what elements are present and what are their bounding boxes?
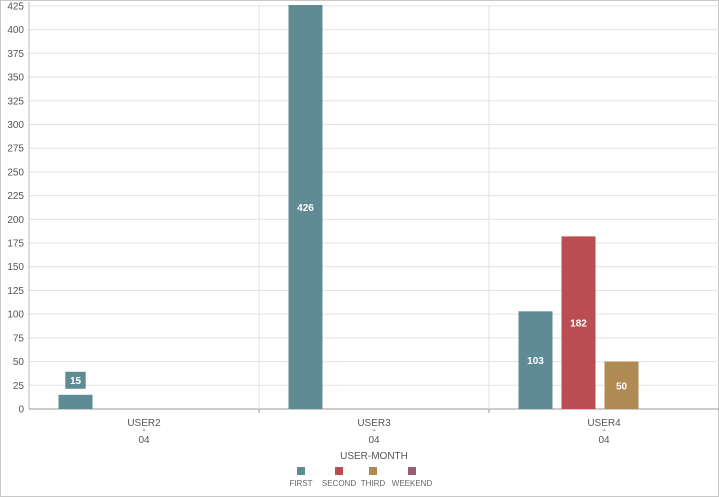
bar-first-user2[interactable] (58, 394, 93, 409)
data-labels: 15 426 103 182 50 (65, 203, 627, 392)
data-label: 15 (70, 376, 82, 387)
y-tick-label: 200 (7, 215, 24, 226)
x-category-label: USER3 (357, 418, 391, 429)
legend: FIRST SECOND THIRD WEEKEND (289, 467, 432, 488)
x-category-separator: - (142, 425, 145, 436)
y-tick-label: 50 (13, 357, 25, 368)
bar-second-user4[interactable] (561, 236, 596, 409)
y-tick-label: 225 (7, 191, 24, 202)
x-category-label: USER2 (127, 418, 161, 429)
bar-third-user4[interactable] (604, 361, 639, 409)
gridlines (28, 2, 719, 413)
legend-swatch-first[interactable] (297, 467, 305, 475)
y-tick-label: 150 (7, 262, 24, 273)
y-tick-label: 25 (13, 381, 25, 392)
y-tick-label: 425 (7, 1, 24, 12)
data-label: 426 (297, 203, 314, 214)
legend-label-second[interactable]: SECOND (322, 479, 356, 488)
bar-first-user3[interactable] (288, 5, 323, 409)
y-axis-ticks: 0 25 50 75 100 125 150 175 200 225 250 275 300 325 350… (7, 1, 24, 415)
x-category-month: 04 (368, 435, 380, 446)
data-label: 103 (527, 356, 544, 367)
bar-first-user4[interactable] (518, 311, 553, 409)
y-tick-label: 0 (18, 405, 24, 416)
legend-label-weekend[interactable]: WEEKEND (392, 479, 433, 488)
y-tick-label: 250 (7, 167, 24, 178)
y-tick-label: 350 (7, 73, 24, 84)
legend-swatch-second[interactable] (335, 467, 343, 475)
x-axis-title: USER-MONTH (340, 451, 408, 462)
legend-swatch-third[interactable] (369, 467, 377, 475)
x-category-month: 04 (138, 435, 150, 446)
y-tick-label: 375 (7, 49, 24, 60)
y-tick-label: 275 (7, 144, 24, 155)
data-label: 182 (570, 319, 587, 330)
x-category-month: 04 (598, 435, 610, 446)
legend-label-first[interactable]: FIRST (289, 479, 312, 488)
y-tick-label: 400 (7, 25, 24, 36)
x-category-label: USER4 (587, 418, 621, 429)
x-category-separator: - (372, 425, 375, 436)
x-category-separator: - (602, 425, 605, 436)
y-tick-label: 75 (13, 333, 25, 344)
bars (58, 5, 639, 409)
y-tick-label: 175 (7, 239, 24, 250)
y-tick-label: 100 (7, 310, 24, 321)
legend-swatch-weekend[interactable] (408, 467, 416, 475)
legend-label-third[interactable]: THIRD (361, 479, 386, 488)
y-tick-label: 300 (7, 120, 24, 131)
data-label-box (65, 371, 86, 389)
y-tick-label: 125 (7, 286, 24, 297)
y-tick-label: 325 (7, 96, 24, 107)
data-label: 50 (616, 381, 628, 392)
